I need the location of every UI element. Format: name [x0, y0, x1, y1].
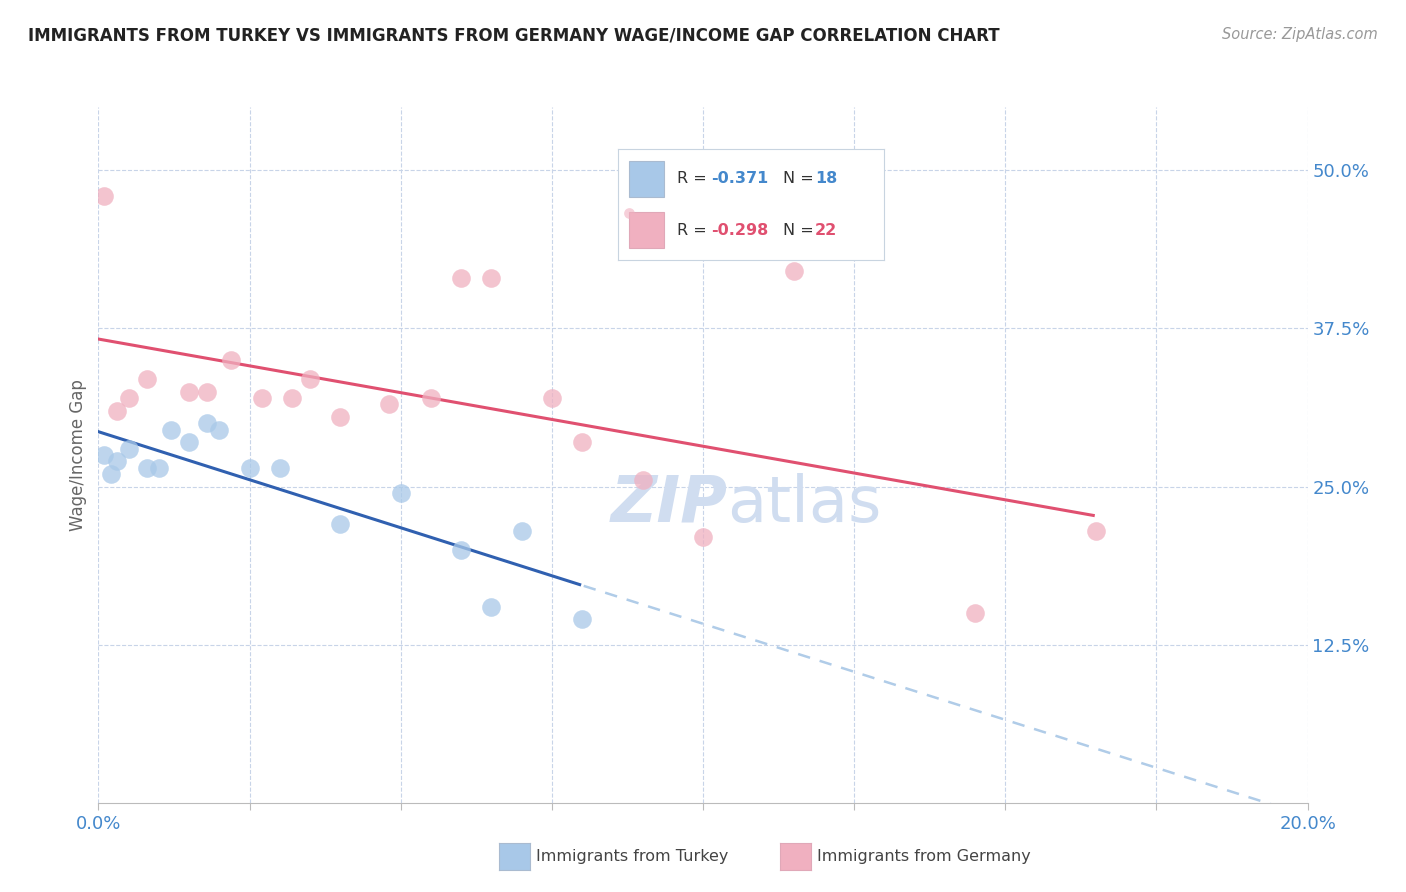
Point	[299, 372, 322, 386]
Text: atlas: atlas	[727, 473, 882, 534]
Point	[965, 606, 987, 620]
Point	[510, 524, 533, 538]
Point	[148, 460, 170, 475]
Point	[631, 473, 654, 487]
Point	[93, 188, 115, 202]
Point	[481, 270, 503, 285]
Text: -0.371: -0.371	[711, 171, 769, 186]
Point	[571, 612, 593, 626]
Point	[329, 517, 352, 532]
Text: 18: 18	[815, 171, 838, 186]
Text: Immigrants from Germany: Immigrants from Germany	[817, 849, 1031, 863]
Text: Immigrants from Turkey: Immigrants from Turkey	[536, 849, 728, 863]
Point	[195, 384, 218, 399]
Text: N =: N =	[783, 171, 820, 186]
Point	[617, 206, 640, 220]
Point	[93, 448, 115, 462]
Point	[239, 460, 262, 475]
Text: Source: ZipAtlas.com: Source: ZipAtlas.com	[1222, 27, 1378, 42]
Text: -0.298: -0.298	[711, 222, 769, 237]
Point	[118, 391, 141, 405]
Point	[135, 460, 157, 475]
Point	[389, 486, 412, 500]
Text: ZIP: ZIP	[610, 473, 727, 534]
Point	[221, 353, 243, 368]
Bar	[628, 212, 664, 248]
Point	[450, 542, 472, 557]
Y-axis label: Wage/Income Gap: Wage/Income Gap	[69, 379, 87, 531]
Point	[118, 442, 141, 456]
Point	[329, 409, 352, 424]
Text: R =: R =	[676, 171, 711, 186]
Point	[208, 423, 231, 437]
Point	[281, 391, 304, 405]
Point	[105, 454, 128, 468]
Text: IMMIGRANTS FROM TURKEY VS IMMIGRANTS FROM GERMANY WAGE/INCOME GAP CORRELATION CH: IMMIGRANTS FROM TURKEY VS IMMIGRANTS FRO…	[28, 27, 1000, 45]
Text: 22: 22	[815, 222, 838, 237]
Point	[377, 397, 399, 411]
Bar	[628, 161, 664, 196]
Point	[571, 435, 593, 450]
Point	[100, 467, 122, 481]
Text: N =: N =	[783, 222, 820, 237]
Point	[420, 391, 443, 405]
Point	[179, 435, 201, 450]
Point	[135, 372, 157, 386]
Point	[105, 403, 128, 417]
Point	[250, 391, 273, 405]
Point	[1085, 524, 1108, 538]
Point	[481, 599, 503, 614]
Point	[540, 391, 562, 405]
Point	[269, 460, 291, 475]
Point	[450, 270, 472, 285]
Point	[160, 423, 183, 437]
Point	[783, 264, 806, 278]
Point	[179, 384, 201, 399]
Point	[692, 530, 714, 544]
Text: R =: R =	[676, 222, 711, 237]
Point	[195, 417, 218, 431]
